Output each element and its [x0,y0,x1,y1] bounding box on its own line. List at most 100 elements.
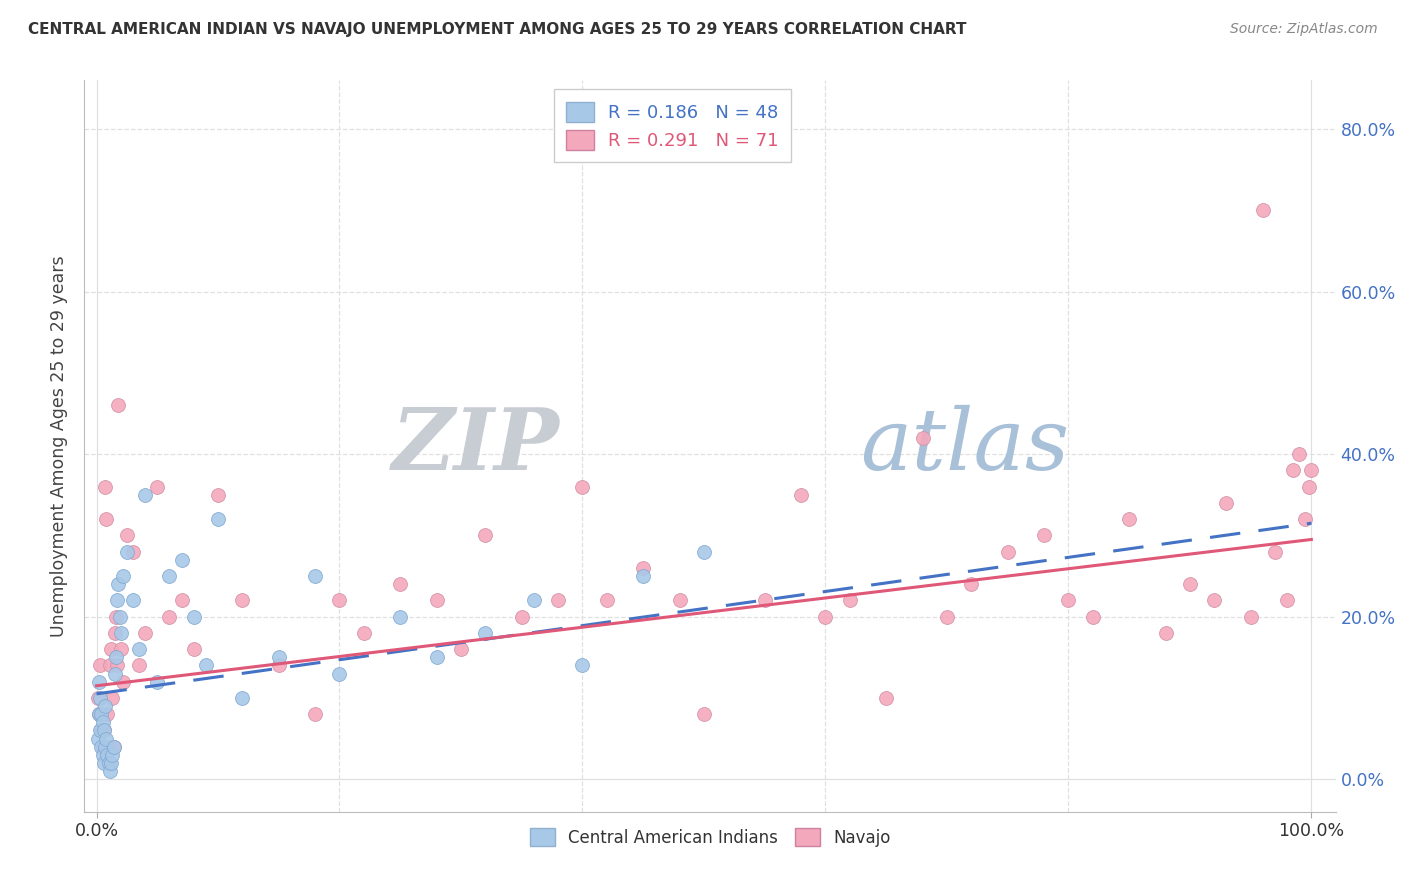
Point [104,609,127,624]
Point [754,593,776,607]
Point [1154,626,1177,640]
Point [110,626,132,640]
Point [1204,593,1226,607]
Point [1275,593,1298,607]
Point [115,528,138,542]
Point [122,593,145,607]
Point [89,690,111,705]
Text: ZIP: ZIP [392,404,560,488]
Point [1288,447,1310,461]
Point [94,739,117,754]
Point [115,544,138,558]
Point [170,553,193,567]
Point [596,593,619,607]
Point [105,658,128,673]
Point [101,690,124,705]
Point [134,626,156,640]
Point [103,739,125,754]
Point [96,747,118,762]
Point [100,756,122,770]
Legend: Central American Indians, Navajo: Central American Indians, Navajo [517,816,903,858]
Point [207,488,229,502]
Point [87,707,110,722]
Point [1298,480,1320,494]
Point [547,593,569,607]
Point [474,528,496,542]
Text: CENTRAL AMERICAN INDIAN VS NAVAJO UNEMPLOYMENT AMONG AGES 25 TO 29 YEARS CORRELA: CENTRAL AMERICAN INDIAN VS NAVAJO UNEMPL… [28,22,966,37]
Point [267,658,290,673]
Point [790,488,813,502]
Point [389,577,412,591]
Point [146,674,169,689]
Point [1118,512,1140,526]
Point [1282,463,1305,477]
Point [510,609,533,624]
Point [90,707,112,722]
Point [103,739,125,754]
Point [997,544,1019,558]
Point [1033,528,1056,542]
Point [96,707,118,722]
Point [353,626,375,640]
Point [97,739,120,754]
Point [128,642,150,657]
Point [194,658,217,673]
Point [1264,544,1286,558]
Point [134,488,156,502]
Point [389,609,412,624]
Point [90,739,112,754]
Point [87,690,110,705]
Point [104,666,127,681]
Point [231,593,253,607]
Point [89,658,111,673]
Point [93,723,115,738]
Point [96,731,118,746]
Point [571,480,593,494]
Point [87,674,110,689]
Point [107,398,129,412]
Point [631,569,654,583]
Point [89,723,111,738]
Point [814,609,837,624]
Point [87,707,110,722]
Point [98,658,121,673]
Point [1215,496,1237,510]
Point [328,593,350,607]
Point [304,707,326,722]
Point [87,731,110,746]
Point [1178,577,1201,591]
Point [523,593,546,607]
Point [128,658,150,673]
Point [94,699,117,714]
Text: atlas: atlas [860,405,1070,487]
Point [110,642,132,657]
Point [93,756,115,770]
Point [91,715,114,730]
Point [875,690,897,705]
Point [97,756,120,770]
Point [693,707,716,722]
Point [631,561,654,575]
Point [91,739,114,754]
Point [112,569,135,583]
Point [98,764,121,778]
Point [1301,463,1323,477]
Point [104,650,127,665]
Point [935,609,957,624]
Point [146,480,169,494]
Point [207,512,229,526]
Point [474,626,496,640]
Point [328,666,350,681]
Point [105,593,128,607]
Point [1251,203,1274,218]
Point [450,642,472,657]
Point [94,480,117,494]
Point [96,512,118,526]
Point [101,747,124,762]
Point [571,658,593,673]
Point [100,642,122,657]
Point [1294,512,1316,526]
Point [426,650,449,665]
Point [157,569,180,583]
Point [911,431,934,445]
